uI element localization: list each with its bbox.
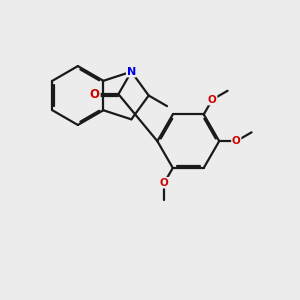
Text: O: O [232,136,241,146]
Text: O: O [90,88,100,100]
Text: O: O [208,94,217,105]
Text: N: N [127,67,136,77]
Text: O: O [160,178,169,188]
